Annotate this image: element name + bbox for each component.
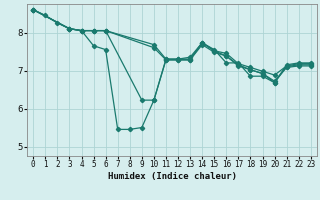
- X-axis label: Humidex (Indice chaleur): Humidex (Indice chaleur): [108, 172, 236, 181]
